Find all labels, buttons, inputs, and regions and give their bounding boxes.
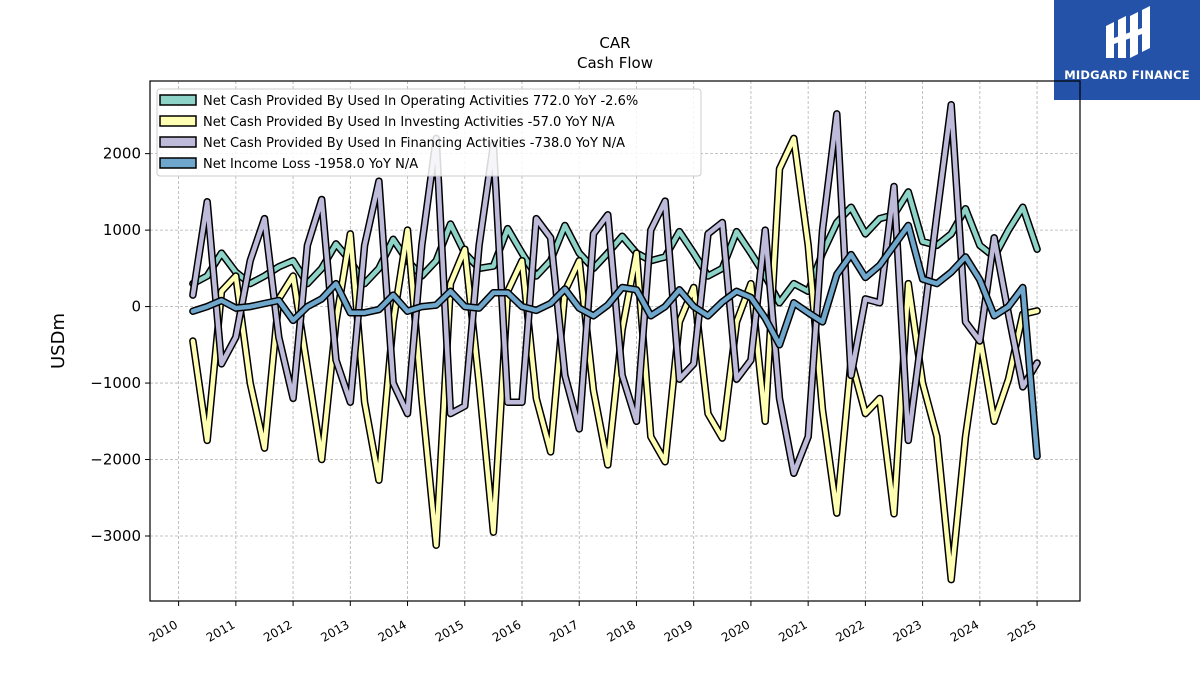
logo-text: MIDGARD FINANCE <box>1064 68 1190 82</box>
x-tick-label: 2023 <box>891 617 924 644</box>
plot-frame <box>149 80 1081 602</box>
chart-subtitle: Cash Flow <box>577 54 653 72</box>
x-axis-ticks: 2010 2011 2012 2013 2014 2015 2016 2017 2018 2019… <box>147 601 1039 645</box>
x-tick-label: 2014 <box>376 617 409 644</box>
legend-label: Net Income Loss -1958.0 YoY N/A <box>203 157 418 172</box>
x-tick-label: 2021 <box>776 617 809 644</box>
legend-swatch <box>159 115 197 127</box>
x-tick-label: 2011 <box>204 617 237 644</box>
x-tick-label: 2019 <box>662 617 695 644</box>
legend-label: Net Cash Provided By Used In Operating A… <box>203 94 638 109</box>
x-tick-label: 2025 <box>1005 617 1038 644</box>
x-tick-label: 2024 <box>948 617 981 644</box>
x-tick-label: 2013 <box>318 617 351 644</box>
y-tick-label: 1000 <box>103 221 141 239</box>
x-tick-label: 2018 <box>605 617 638 644</box>
x-tick-label: 2012 <box>261 617 294 644</box>
legend-swatch <box>159 157 197 169</box>
x-tick-label: 2017 <box>547 617 580 644</box>
legend-label: Net Cash Provided By Used In Investing A… <box>203 115 615 130</box>
logo-mark-icon <box>1106 6 1150 58</box>
y-tick-label: 0 <box>131 298 141 316</box>
y-tick-label: −3000 <box>90 527 141 545</box>
chart-title: CAR <box>599 34 630 52</box>
y-tick-label: 2000 <box>103 145 141 163</box>
x-tick-label: 2010 <box>147 617 180 644</box>
x-tick-label: 2020 <box>719 617 752 644</box>
legend-label: Net Cash Provided By Used In Financing A… <box>203 136 625 151</box>
x-tick-label: 2022 <box>833 617 866 644</box>
series-lines <box>189 100 1041 584</box>
y-axis-label: USDm <box>48 313 69 369</box>
y-axis-ticks: −3000 −2000 −1000 0 1000 2000 <box>90 145 150 545</box>
series-line-4 <box>190 223 1040 459</box>
legend: Net Cash Provided By Used In Operating A… <box>156 88 702 177</box>
x-tick-label: 2016 <box>490 617 523 644</box>
legend-box <box>156 88 702 177</box>
brand-logo: MIDGARD FINANCE <box>1054 0 1200 100</box>
y-tick-label: −1000 <box>90 374 141 392</box>
y-tick-label: −2000 <box>90 451 141 469</box>
legend-swatch <box>159 136 197 148</box>
x-tick-label: 2015 <box>433 617 466 644</box>
legend-swatch <box>159 94 197 106</box>
